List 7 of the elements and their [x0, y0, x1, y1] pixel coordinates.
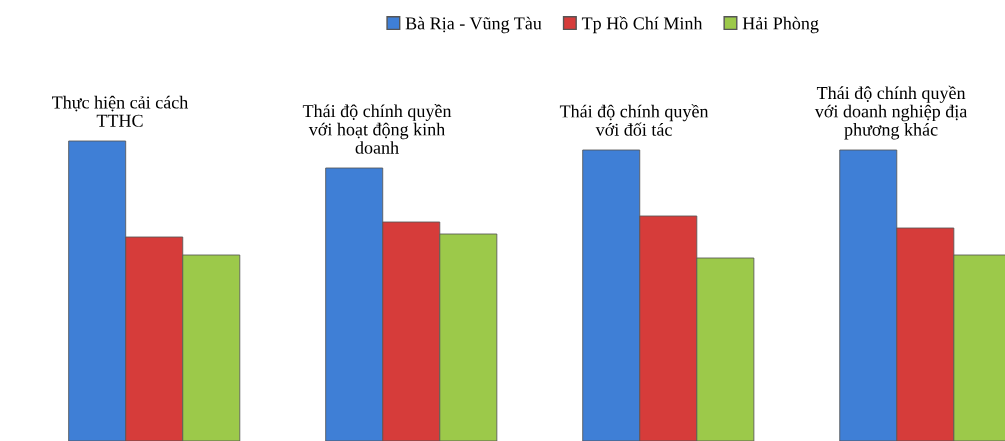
x-tick-label: Thực hiện cải cách TTHC	[52, 95, 189, 127]
x-tick-label: Thái độ chính quyền với doanh nghiệp địa phương khác	[814, 85, 968, 140]
legend-label: Hải Phòng	[742, 16, 819, 34]
legend-label: Tp Hồ Chí Minh	[581, 16, 703, 34]
legend-label: Bà Rịa - Vũng Tàu	[405, 16, 542, 34]
x-tick-label: Thái độ chính quyền với đối tác	[559, 104, 709, 136]
x-tick-label: Thái độ chính quyền với hoạt động kinh doanh	[302, 103, 452, 154]
